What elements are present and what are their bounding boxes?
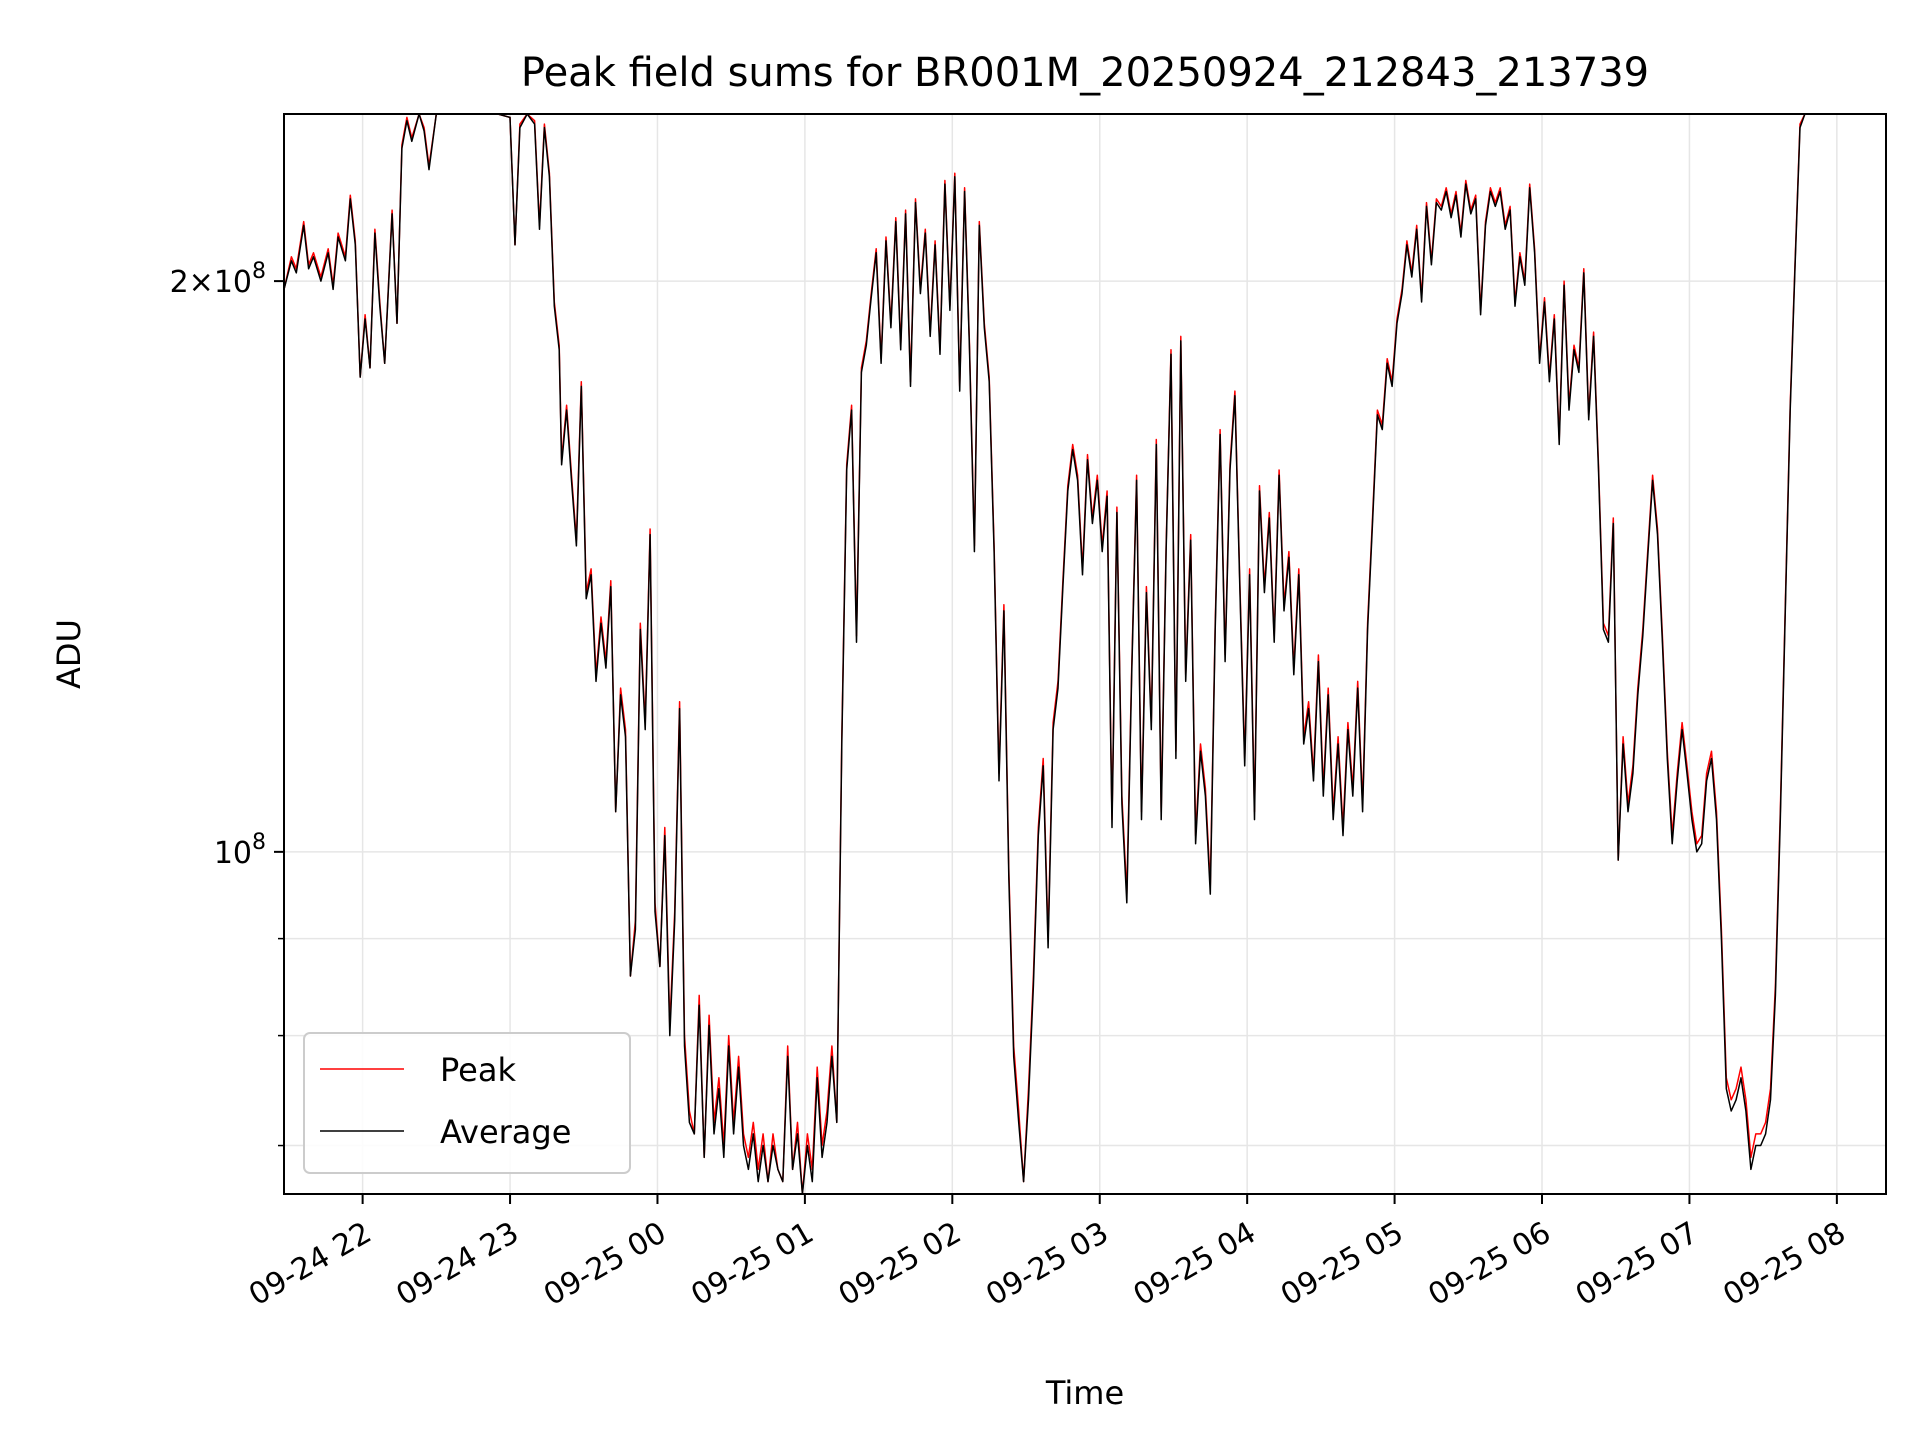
grid-lines [284, 114, 1886, 1194]
legend: Peak Average [303, 1032, 631, 1174]
y-axis: 108 2×108 [170, 259, 284, 1147]
series-line-average [283, 113, 1886, 1195]
legend-label-peak: Peak [440, 1051, 516, 1089]
y-tick-label: 2×108 [170, 259, 266, 300]
legend-box [303, 1032, 631, 1174]
axes-frame [283, 113, 1887, 1195]
legend-label-average: Average [440, 1113, 571, 1151]
y-axis-label: ADU [50, 619, 88, 689]
x-axis-label: Time [1045, 1374, 1124, 1412]
y-tick-label: 108 [214, 830, 266, 871]
plot-area [283, 113, 1886, 1195]
chart-title: Peak field sums for BR001M_20250924_2128… [521, 50, 1649, 96]
